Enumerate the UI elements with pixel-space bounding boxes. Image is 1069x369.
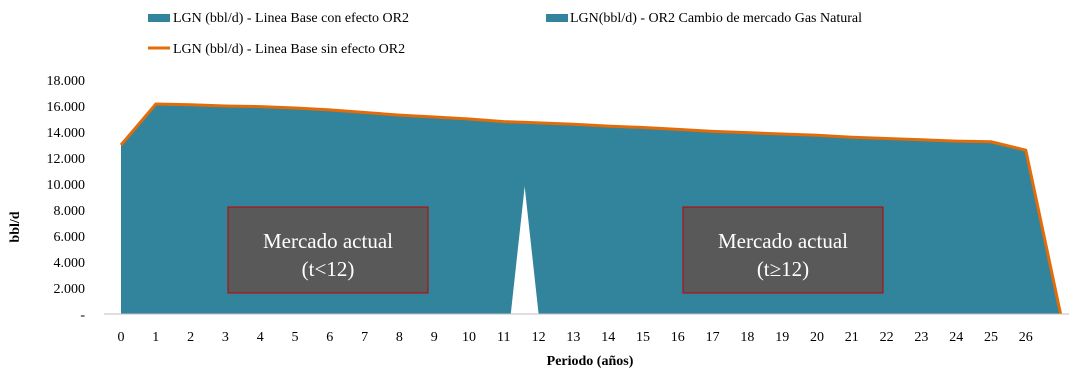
x-axis-title: Periodo (años): [547, 354, 634, 369]
x-tick-label: 9: [431, 330, 438, 345]
y-tick-label: 6.000: [54, 230, 86, 245]
x-tick-label: 6: [326, 330, 333, 345]
x-tick-label: 25: [984, 330, 998, 345]
y-tick-label: 16.000: [47, 100, 86, 115]
x-tick-label: 24: [949, 330, 963, 345]
legend-swatch-series-2: [546, 14, 568, 22]
x-tick-label: 15: [636, 330, 650, 345]
x-tick-label: 23: [914, 330, 928, 345]
legend: LGN (bbl/d) - Linea Base con efecto OR2 …: [148, 11, 862, 57]
x-tick-label: 17: [706, 330, 720, 345]
annotation-text-line2: (t≥12): [757, 257, 809, 281]
x-tick-label: 18: [740, 330, 754, 345]
x-tick-label: 21: [845, 330, 859, 345]
x-tick-label: 7: [361, 330, 368, 345]
x-tick-label: 2: [187, 330, 194, 345]
x-tick-label: 4: [257, 330, 264, 345]
x-tick-label: 16: [671, 330, 685, 345]
y-tick-label: 10.000: [47, 178, 86, 193]
plot-area: - 2.000 4.000 6.000 8.000 10.000 12.000 14.000 1…: [47, 74, 1069, 345]
x-tick-label: 3: [222, 330, 229, 345]
legend-label-series-2: LGN(bbl/d) - OR2 Cambio de mercado Gas N…: [570, 11, 862, 26]
x-tick-label: 8: [396, 330, 403, 345]
x-tick-label: 22: [880, 330, 894, 345]
y-tick-label: -: [80, 308, 85, 323]
line-series-3: [119, 102, 1063, 315]
x-tick-label: 19: [775, 330, 789, 345]
annotation-box-mercado-actual-after: Mercado actual (t≥12): [682, 206, 884, 294]
x-tick-label: 14: [601, 330, 615, 345]
legend-label-series-3: LGN (bbl/d) - Linea Base sin efecto OR2: [173, 42, 405, 57]
x-tick-label: 13: [566, 330, 580, 345]
x-tick-label: 5: [292, 330, 299, 345]
y-axis-ticks: - 2.000 4.000 6.000 8.000 10.000 12.000 14.000 1…: [47, 74, 86, 323]
annotation-text-line1: Mercado actual: [718, 229, 848, 253]
annotation-box-background: [227, 206, 429, 294]
x-tick-label: 0: [118, 330, 125, 345]
x-tick-label: 20: [810, 330, 824, 345]
x-axis-ticks: 0 1 2 3 4 5 6 7 8 9 10 11 12 13 14 15 16 17 18 19 20 21 22 23 24…: [118, 330, 1033, 345]
y-tick-label: 12.000: [47, 152, 86, 167]
annotation-box-background: [682, 206, 884, 294]
legend-label-series-1: LGN (bbl/d) - Linea Base con efecto OR2: [173, 11, 409, 26]
y-tick-label: 8.000: [54, 204, 86, 219]
annotation-text-line2: (t<12): [302, 257, 355, 281]
y-tick-label: 4.000: [54, 256, 86, 271]
y-axis-title: bbl/d: [8, 211, 23, 242]
y-tick-label: 18.000: [47, 74, 86, 89]
x-tick-label: 1: [152, 330, 159, 345]
x-tick-label: 11: [497, 330, 510, 345]
y-tick-label: 2.000: [54, 282, 86, 297]
annotation-text-line1: Mercado actual: [263, 229, 393, 253]
x-tick-label: 12: [532, 330, 546, 345]
x-tick-label: 10: [462, 330, 476, 345]
legend-swatch-series-1: [148, 14, 170, 22]
y-tick-label: 14.000: [47, 126, 86, 141]
x-tick-label: 26: [1019, 330, 1033, 345]
annotation-box-mercado-actual-before: Mercado actual (t<12): [227, 206, 429, 294]
